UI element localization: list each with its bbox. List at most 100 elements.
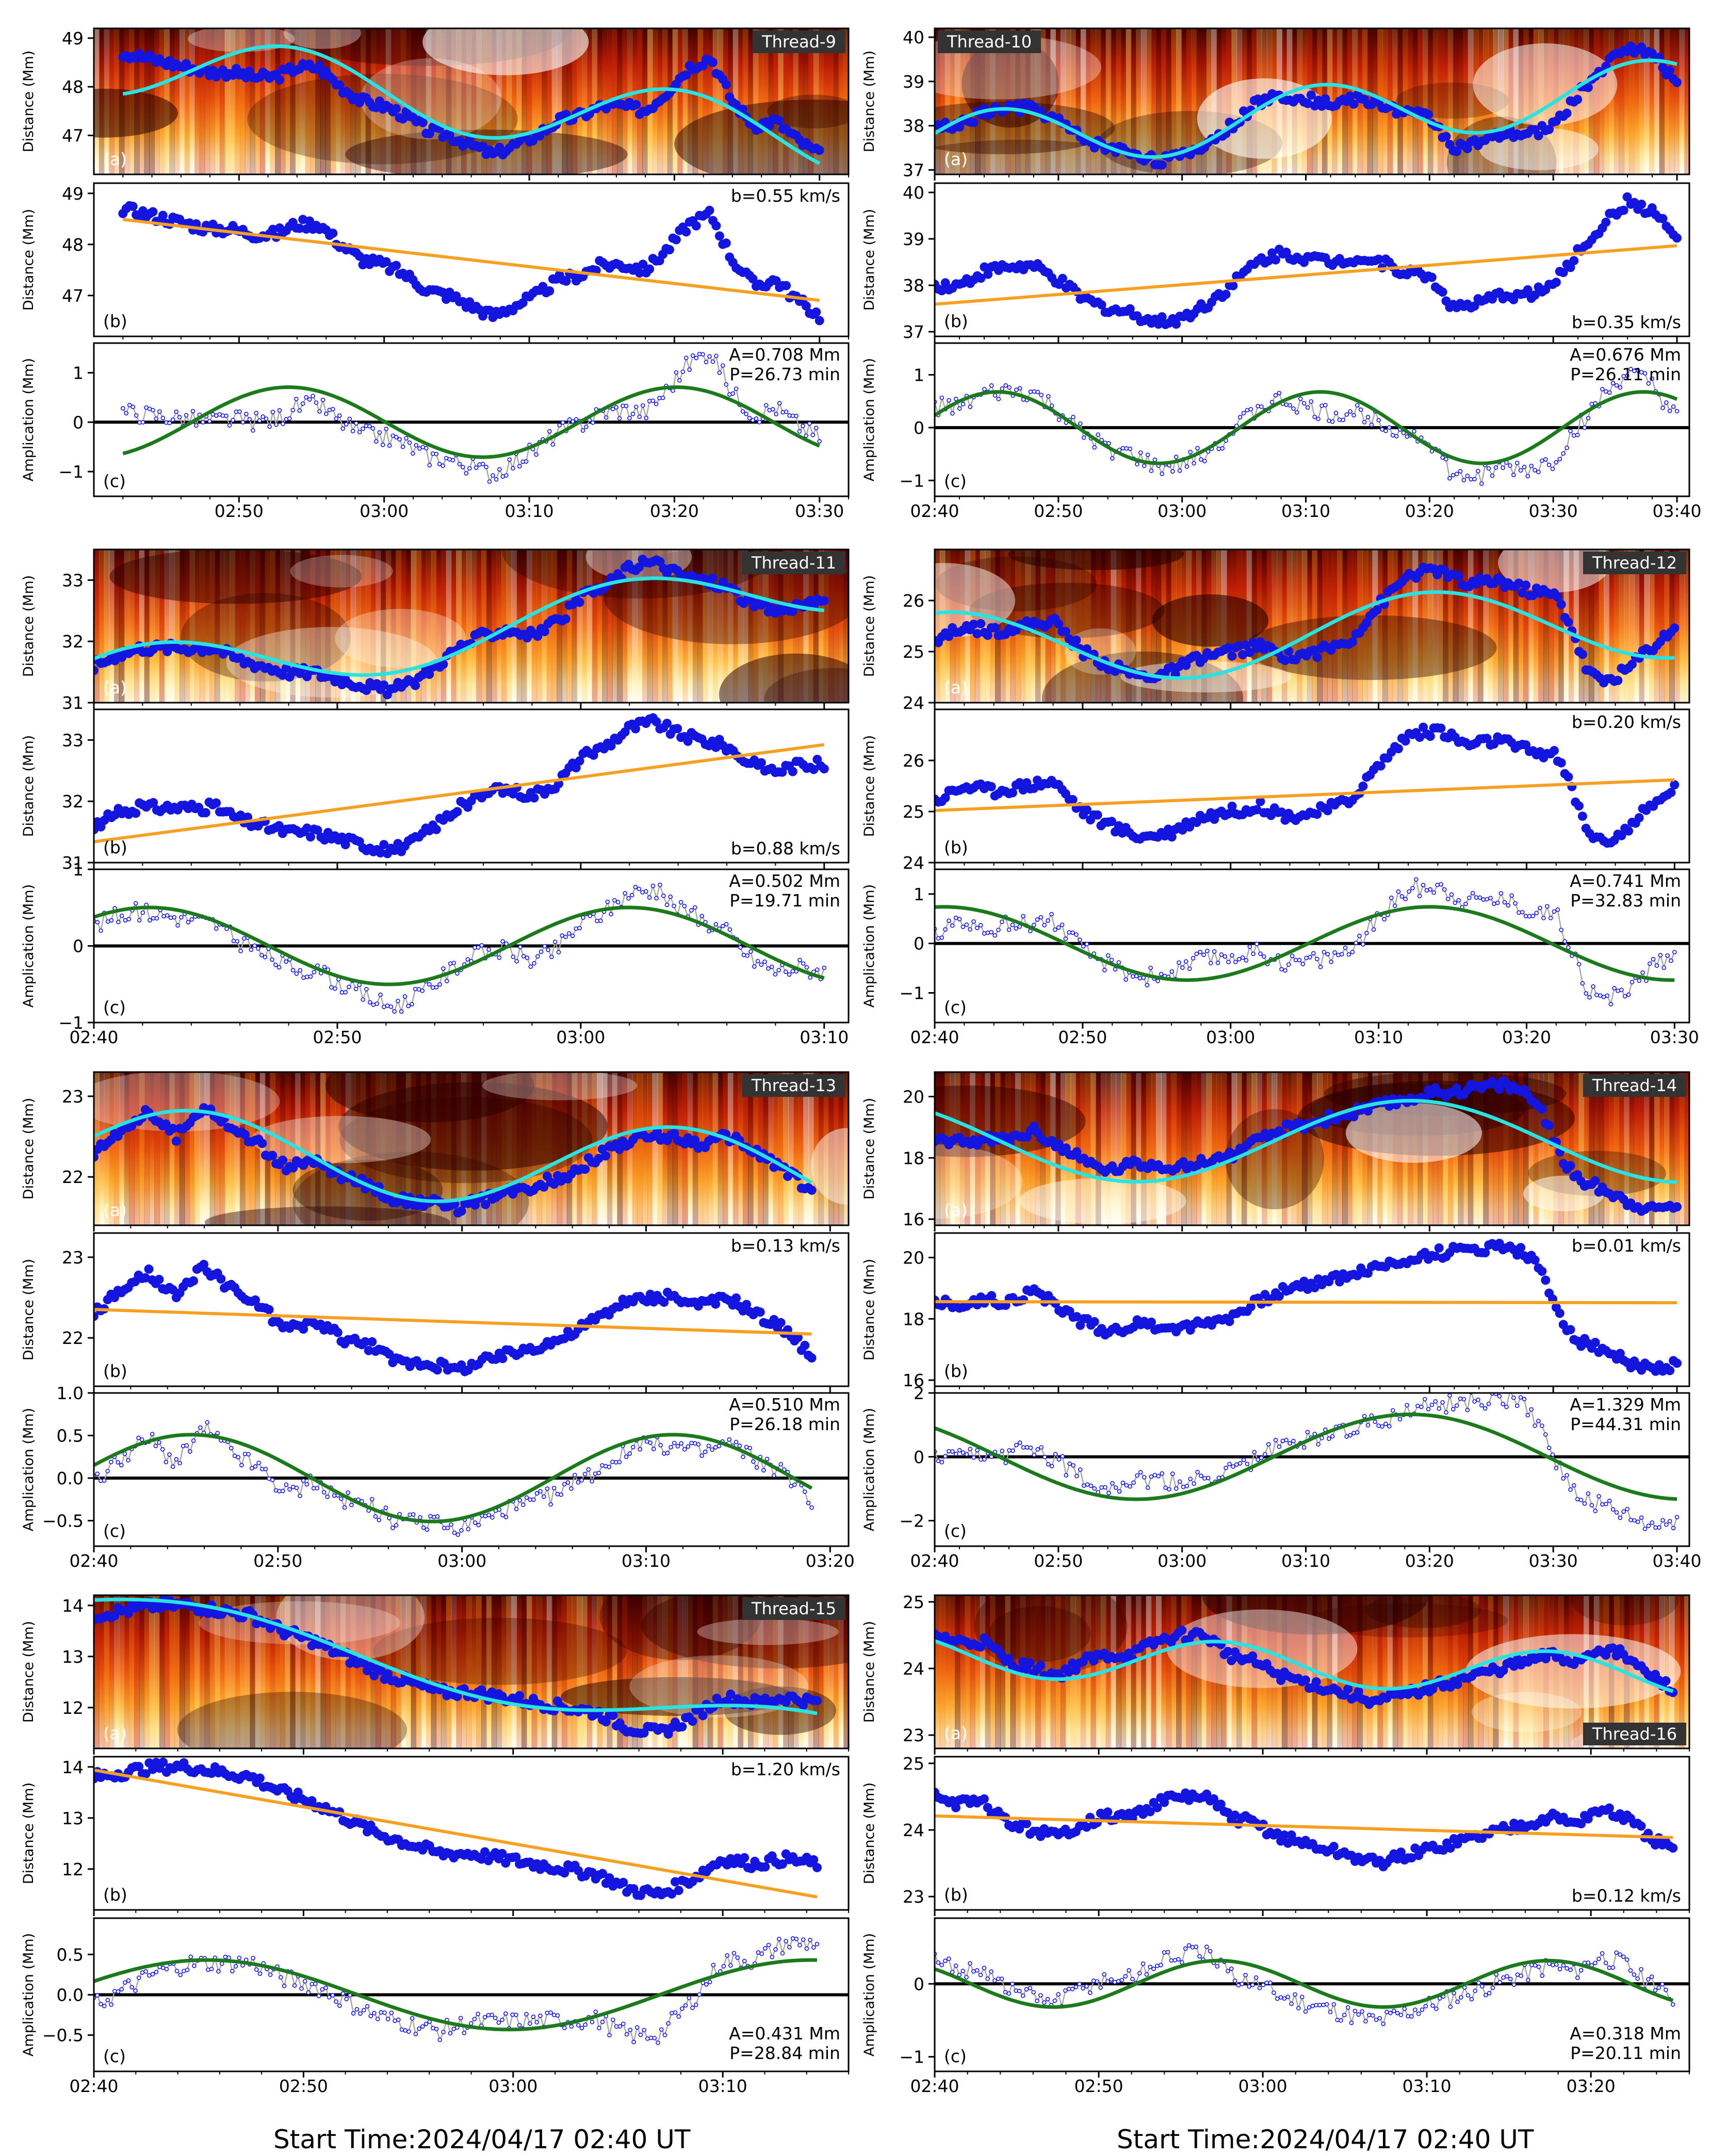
data-point bbox=[976, 619, 986, 628]
map-stripe bbox=[1297, 1072, 1302, 1225]
map-stripe bbox=[1211, 1072, 1217, 1225]
x-tick-label: 03:10 bbox=[1281, 501, 1330, 521]
residual-point bbox=[1056, 925, 1061, 930]
y-tick-label: 33 bbox=[62, 730, 84, 750]
residual-point bbox=[1442, 887, 1447, 892]
map-stripe bbox=[1116, 28, 1121, 174]
residual-point bbox=[411, 1512, 416, 1517]
map-stripe bbox=[647, 1072, 653, 1225]
period-label: P=26.73 min bbox=[729, 364, 840, 384]
map-stripe bbox=[1337, 1072, 1343, 1225]
residual-point bbox=[207, 419, 212, 424]
residual-point bbox=[1453, 900, 1458, 905]
residual-point bbox=[294, 396, 299, 401]
y-axis-label: Amplication (Mm) bbox=[21, 1408, 37, 1531]
map-stripe bbox=[154, 549, 160, 703]
map-stripe bbox=[1080, 1072, 1086, 1225]
residual-point bbox=[153, 1444, 158, 1448]
residual-point bbox=[367, 424, 372, 429]
residual-point bbox=[1149, 468, 1154, 473]
residual-point bbox=[1493, 465, 1498, 470]
map-stripe bbox=[230, 549, 236, 703]
residual-point bbox=[347, 984, 351, 990]
residual-point bbox=[284, 1482, 289, 1487]
data-point bbox=[1374, 254, 1383, 264]
map-stripe bbox=[124, 549, 130, 703]
data-point bbox=[1617, 831, 1626, 840]
map-stripe bbox=[743, 28, 748, 174]
map-stripe bbox=[783, 549, 789, 703]
thread-title-box bbox=[1583, 552, 1686, 574]
residual-point bbox=[317, 409, 322, 414]
map-stripe bbox=[1181, 28, 1187, 174]
map-stripe bbox=[1508, 549, 1514, 703]
data-point bbox=[523, 633, 532, 643]
residual-point bbox=[769, 964, 774, 969]
map-stripe bbox=[1161, 1072, 1167, 1225]
residual-point bbox=[624, 403, 629, 409]
residual-point bbox=[1586, 416, 1591, 420]
residual-point bbox=[954, 396, 958, 401]
residual-point bbox=[304, 395, 309, 400]
residual-point bbox=[1472, 477, 1477, 482]
residual-point bbox=[491, 473, 495, 478]
data-point bbox=[756, 758, 766, 768]
residual-point bbox=[1518, 468, 1523, 473]
residual-point bbox=[1566, 945, 1571, 950]
map-stripe bbox=[672, 1072, 678, 1225]
residual-point bbox=[989, 383, 994, 388]
map-stripe bbox=[1120, 549, 1127, 703]
residual-point bbox=[1286, 962, 1291, 967]
panel-frame bbox=[93, 1232, 850, 1387]
residual-point bbox=[801, 961, 806, 966]
residual-point bbox=[557, 423, 562, 428]
residual-point bbox=[550, 442, 556, 447]
data-point bbox=[721, 80, 731, 90]
map-stripe bbox=[1076, 28, 1081, 174]
map-stripe bbox=[955, 28, 960, 174]
residual-point bbox=[1248, 407, 1253, 412]
data-point bbox=[1057, 273, 1067, 283]
residual-point bbox=[982, 931, 987, 936]
map-bright-region bbox=[422, 28, 589, 75]
panel-frame bbox=[934, 1071, 1690, 1226]
residual-point bbox=[1049, 912, 1054, 917]
map-stripe bbox=[245, 1072, 251, 1225]
map-stripe bbox=[204, 1072, 210, 1225]
data-point bbox=[1462, 144, 1472, 154]
map-stripe bbox=[935, 28, 940, 174]
map-stripe bbox=[1634, 549, 1640, 703]
data-point bbox=[589, 750, 598, 760]
data-point bbox=[1303, 99, 1312, 108]
map-stripe bbox=[215, 549, 220, 703]
data-point bbox=[1029, 784, 1039, 793]
data-point bbox=[800, 1340, 810, 1350]
residual-point bbox=[1226, 960, 1231, 964]
data-point bbox=[94, 666, 99, 675]
residual-point bbox=[1137, 976, 1143, 981]
residual-point bbox=[534, 1491, 540, 1496]
residual-point bbox=[637, 886, 642, 891]
map-stripe bbox=[1453, 549, 1459, 703]
residual-point bbox=[1561, 451, 1566, 456]
y-tick-label: 47 bbox=[62, 126, 84, 146]
map-stripe bbox=[420, 28, 427, 174]
residual-point bbox=[1428, 887, 1433, 892]
residual-point bbox=[1295, 410, 1299, 415]
residual-point bbox=[301, 1478, 306, 1483]
map-stripe bbox=[1100, 549, 1106, 703]
map-stripe bbox=[235, 28, 240, 174]
data-point bbox=[1015, 778, 1024, 788]
map-stripe bbox=[224, 1072, 231, 1225]
map-stripe bbox=[451, 28, 457, 174]
map-stripe bbox=[486, 549, 492, 703]
map-stripe bbox=[1679, 1072, 1685, 1225]
map-stripe bbox=[179, 28, 185, 174]
data-point bbox=[662, 719, 672, 728]
data-point bbox=[236, 810, 246, 820]
map-stripe bbox=[1624, 28, 1629, 174]
data-point bbox=[392, 261, 401, 270]
map-stripe bbox=[144, 1072, 150, 1225]
map-stripe bbox=[300, 28, 306, 174]
